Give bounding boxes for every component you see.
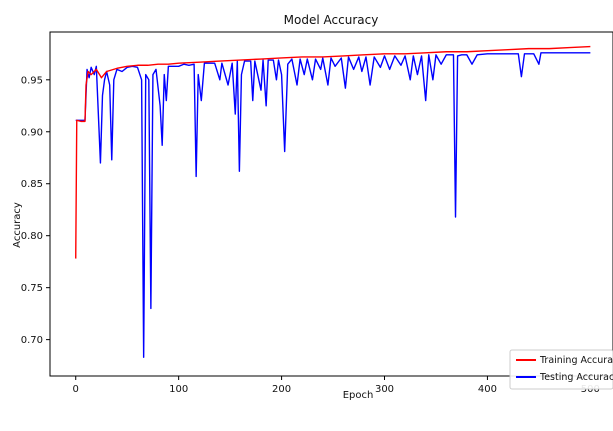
chart-title: Model Accuracy xyxy=(284,13,379,27)
series-layer xyxy=(75,45,591,358)
legend-label-testing: Testing Accuracy xyxy=(539,372,613,383)
y-tick-label: 0.70 xyxy=(21,335,43,346)
x-tick-label: 300 xyxy=(375,384,394,395)
training-accuracy-line xyxy=(75,45,591,259)
y-tick-label: 0.85 xyxy=(21,179,43,190)
chart-legend: Training Accuracy Testing Accuracy xyxy=(509,349,613,390)
y-axis-ticks: 0.70 0.75 0.80 0.85 0.90 0.95 xyxy=(21,75,50,346)
y-tick-label: 0.75 xyxy=(21,283,43,294)
x-tick-label: 0 xyxy=(73,384,79,395)
y-axis-label: Accuracy xyxy=(12,202,23,248)
legend-label-training: Training Accuracy xyxy=(539,355,613,366)
x-tick-label: 100 xyxy=(169,384,188,395)
testing-accuracy-line xyxy=(75,52,591,358)
x-tick-label: 200 xyxy=(272,384,291,395)
y-tick-label: 0.95 xyxy=(21,75,43,86)
y-tick-label: 0.80 xyxy=(21,231,43,242)
plot-area-frame xyxy=(49,31,613,377)
x-axis-label: Epoch xyxy=(343,390,374,401)
y-tick-label: 0.90 xyxy=(21,127,43,138)
x-tick-label: 400 xyxy=(478,384,497,395)
